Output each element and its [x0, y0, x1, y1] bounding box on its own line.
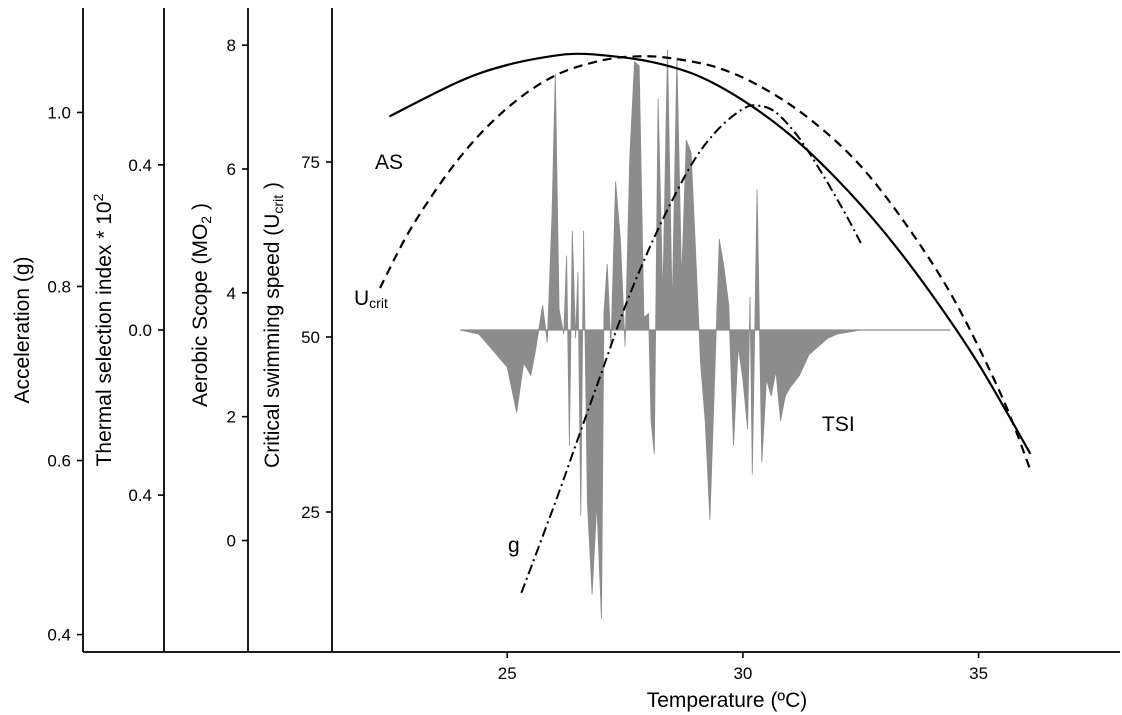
aerobic_scope-tick-label: 0 — [227, 532, 236, 551]
curve-labels: AS Ucrit g TSI — [354, 151, 855, 557]
ucrit-axis-title-sub: crit — [270, 195, 286, 214]
tsi-area-label: TSI — [822, 413, 855, 436]
ucrit-axis-title: Critical swimming speed (Ucrit ) — [261, 182, 286, 468]
g-curve — [520, 104, 862, 594]
aerobic_scope-tick-label: 8 — [227, 36, 236, 55]
aerobic_scope-tick-label: 2 — [227, 408, 236, 427]
as-curve — [388, 52, 1032, 455]
ucrit-axis-title-end: ) — [261, 182, 284, 195]
ticks-layer: 0.4 0.6 0.8 1.0 0.4 0.0 0.4 0 2 4 6 8 25 50 75 25 30 35 — [47, 36, 988, 683]
aerobic_scope-tick-label: 6 — [227, 160, 236, 179]
ucrit-axis-title-main: Critical swimming speed (U — [261, 214, 284, 468]
tsi-axis-title-sup: 2 — [90, 193, 106, 201]
tsi-axis-title: Thermal selection index * 102 — [90, 193, 116, 466]
ucrit-tick-label: 50 — [301, 328, 320, 347]
g-curve-label: g — [508, 534, 520, 557]
ucrit-tick-label: 75 — [301, 153, 320, 172]
axis-titles: Acceleration (g) Thermal selection index… — [11, 182, 807, 712]
acceleration-tick-label: 0.6 — [47, 452, 71, 471]
as-curve-label: AS — [375, 151, 403, 174]
ucrit-label-main: U — [354, 287, 369, 310]
tsi-tick-label: 0.4 — [128, 486, 152, 505]
series-layer — [379, 52, 1032, 594]
x-tick-label: 35 — [969, 664, 988, 683]
tsi-tick-label: 0.0 — [128, 321, 152, 340]
aerobic-scope-axis-title-end: ) — [189, 203, 212, 216]
aerobic-scope-axis-title: Aerobic Scope (MO2 ) — [189, 203, 214, 407]
tsi-tick-label: 0.4 — [128, 156, 152, 175]
x-axis-title: Temperature (ºC) — [647, 689, 808, 712]
aerobic-scope-axis-title-main: Aerobic Scope (MO — [189, 224, 212, 407]
ucrit-tick-label: 25 — [301, 503, 320, 522]
x-tick-label: 25 — [498, 664, 517, 683]
ucrit-curve — [379, 55, 1032, 471]
acceleration-tick-label: 0.8 — [47, 277, 71, 296]
ucrit-label-sub: crit — [369, 295, 388, 311]
tsi-area — [460, 49, 951, 620]
aerobic-scope-axis-title-sub: 2 — [198, 216, 214, 224]
aerobic_scope-tick-label: 4 — [227, 284, 236, 303]
acceleration-axis-title: Acceleration (g) — [11, 256, 34, 403]
tsi-axis-title-main: Thermal selection index * 10 — [93, 201, 116, 466]
acceleration-tick-label: 0.4 — [47, 626, 71, 645]
ucrit-curve-label: Ucrit — [354, 287, 388, 311]
acceleration-tick-label: 1.0 — [47, 103, 71, 122]
x-tick-label: 30 — [733, 664, 752, 683]
tsi-area-layer — [460, 49, 951, 620]
